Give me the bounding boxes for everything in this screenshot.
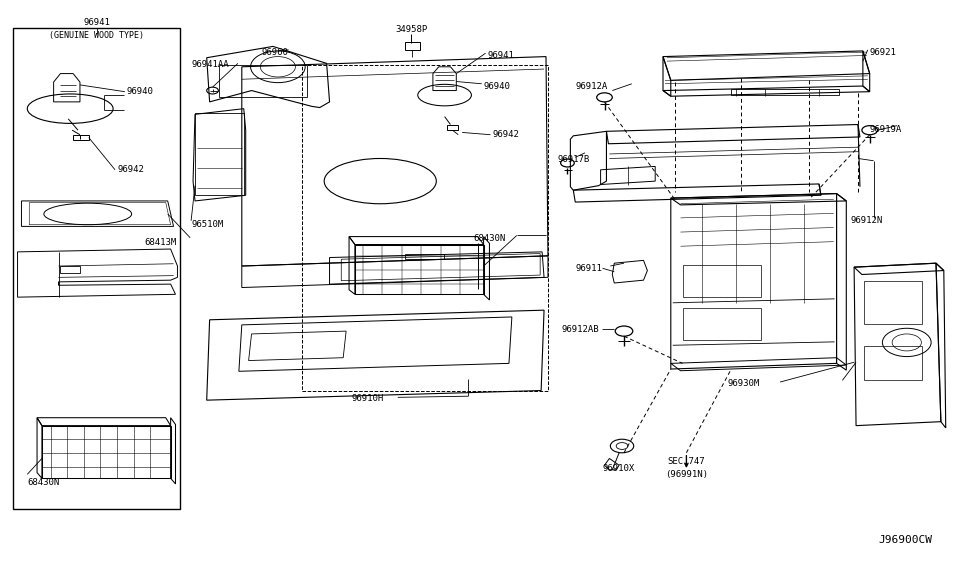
Text: 96910H: 96910H — [351, 394, 383, 403]
Text: 96942: 96942 — [492, 130, 520, 139]
Text: 96910X: 96910X — [602, 464, 635, 473]
Bar — [73, 135, 89, 140]
Text: 68413M: 68413M — [144, 238, 176, 247]
Text: 96941: 96941 — [488, 51, 515, 60]
Text: 96960: 96960 — [261, 48, 289, 57]
Text: 96510M: 96510M — [191, 220, 223, 229]
Bar — [13, 28, 180, 509]
Text: 96940: 96940 — [127, 87, 154, 96]
Bar — [447, 125, 458, 130]
Bar — [682, 265, 761, 297]
Text: J96900CW: J96900CW — [878, 535, 932, 545]
Bar — [219, 65, 307, 97]
Text: (96991N): (96991N) — [665, 470, 708, 479]
Text: 96911: 96911 — [575, 264, 603, 273]
Text: 68430N: 68430N — [27, 478, 59, 487]
Bar — [864, 346, 922, 380]
Bar — [682, 308, 761, 340]
Text: 96919A: 96919A — [870, 125, 902, 134]
Text: 96942: 96942 — [117, 165, 144, 174]
Text: 96941AA: 96941AA — [191, 60, 229, 69]
Text: 96941: 96941 — [83, 18, 110, 27]
Text: 96917B: 96917B — [558, 155, 590, 164]
Bar — [302, 65, 548, 391]
Text: 96940: 96940 — [484, 82, 511, 91]
Text: 96930M: 96930M — [727, 379, 760, 388]
Bar — [195, 113, 244, 195]
Text: SEC.747: SEC.747 — [668, 457, 705, 466]
Text: 96921: 96921 — [870, 48, 897, 57]
Text: 96912AB: 96912AB — [562, 325, 600, 334]
Text: 96912A: 96912A — [575, 82, 607, 91]
Bar — [731, 89, 838, 95]
Text: 34958P: 34958P — [395, 25, 428, 34]
Text: 68430N: 68430N — [473, 234, 505, 243]
Bar — [405, 42, 420, 50]
Text: (GENUINE WOOD TYPE): (GENUINE WOOD TYPE) — [49, 31, 144, 40]
Text: 96912N: 96912N — [850, 216, 882, 225]
Bar — [864, 281, 922, 324]
Bar — [405, 254, 444, 259]
Bar — [60, 266, 80, 273]
